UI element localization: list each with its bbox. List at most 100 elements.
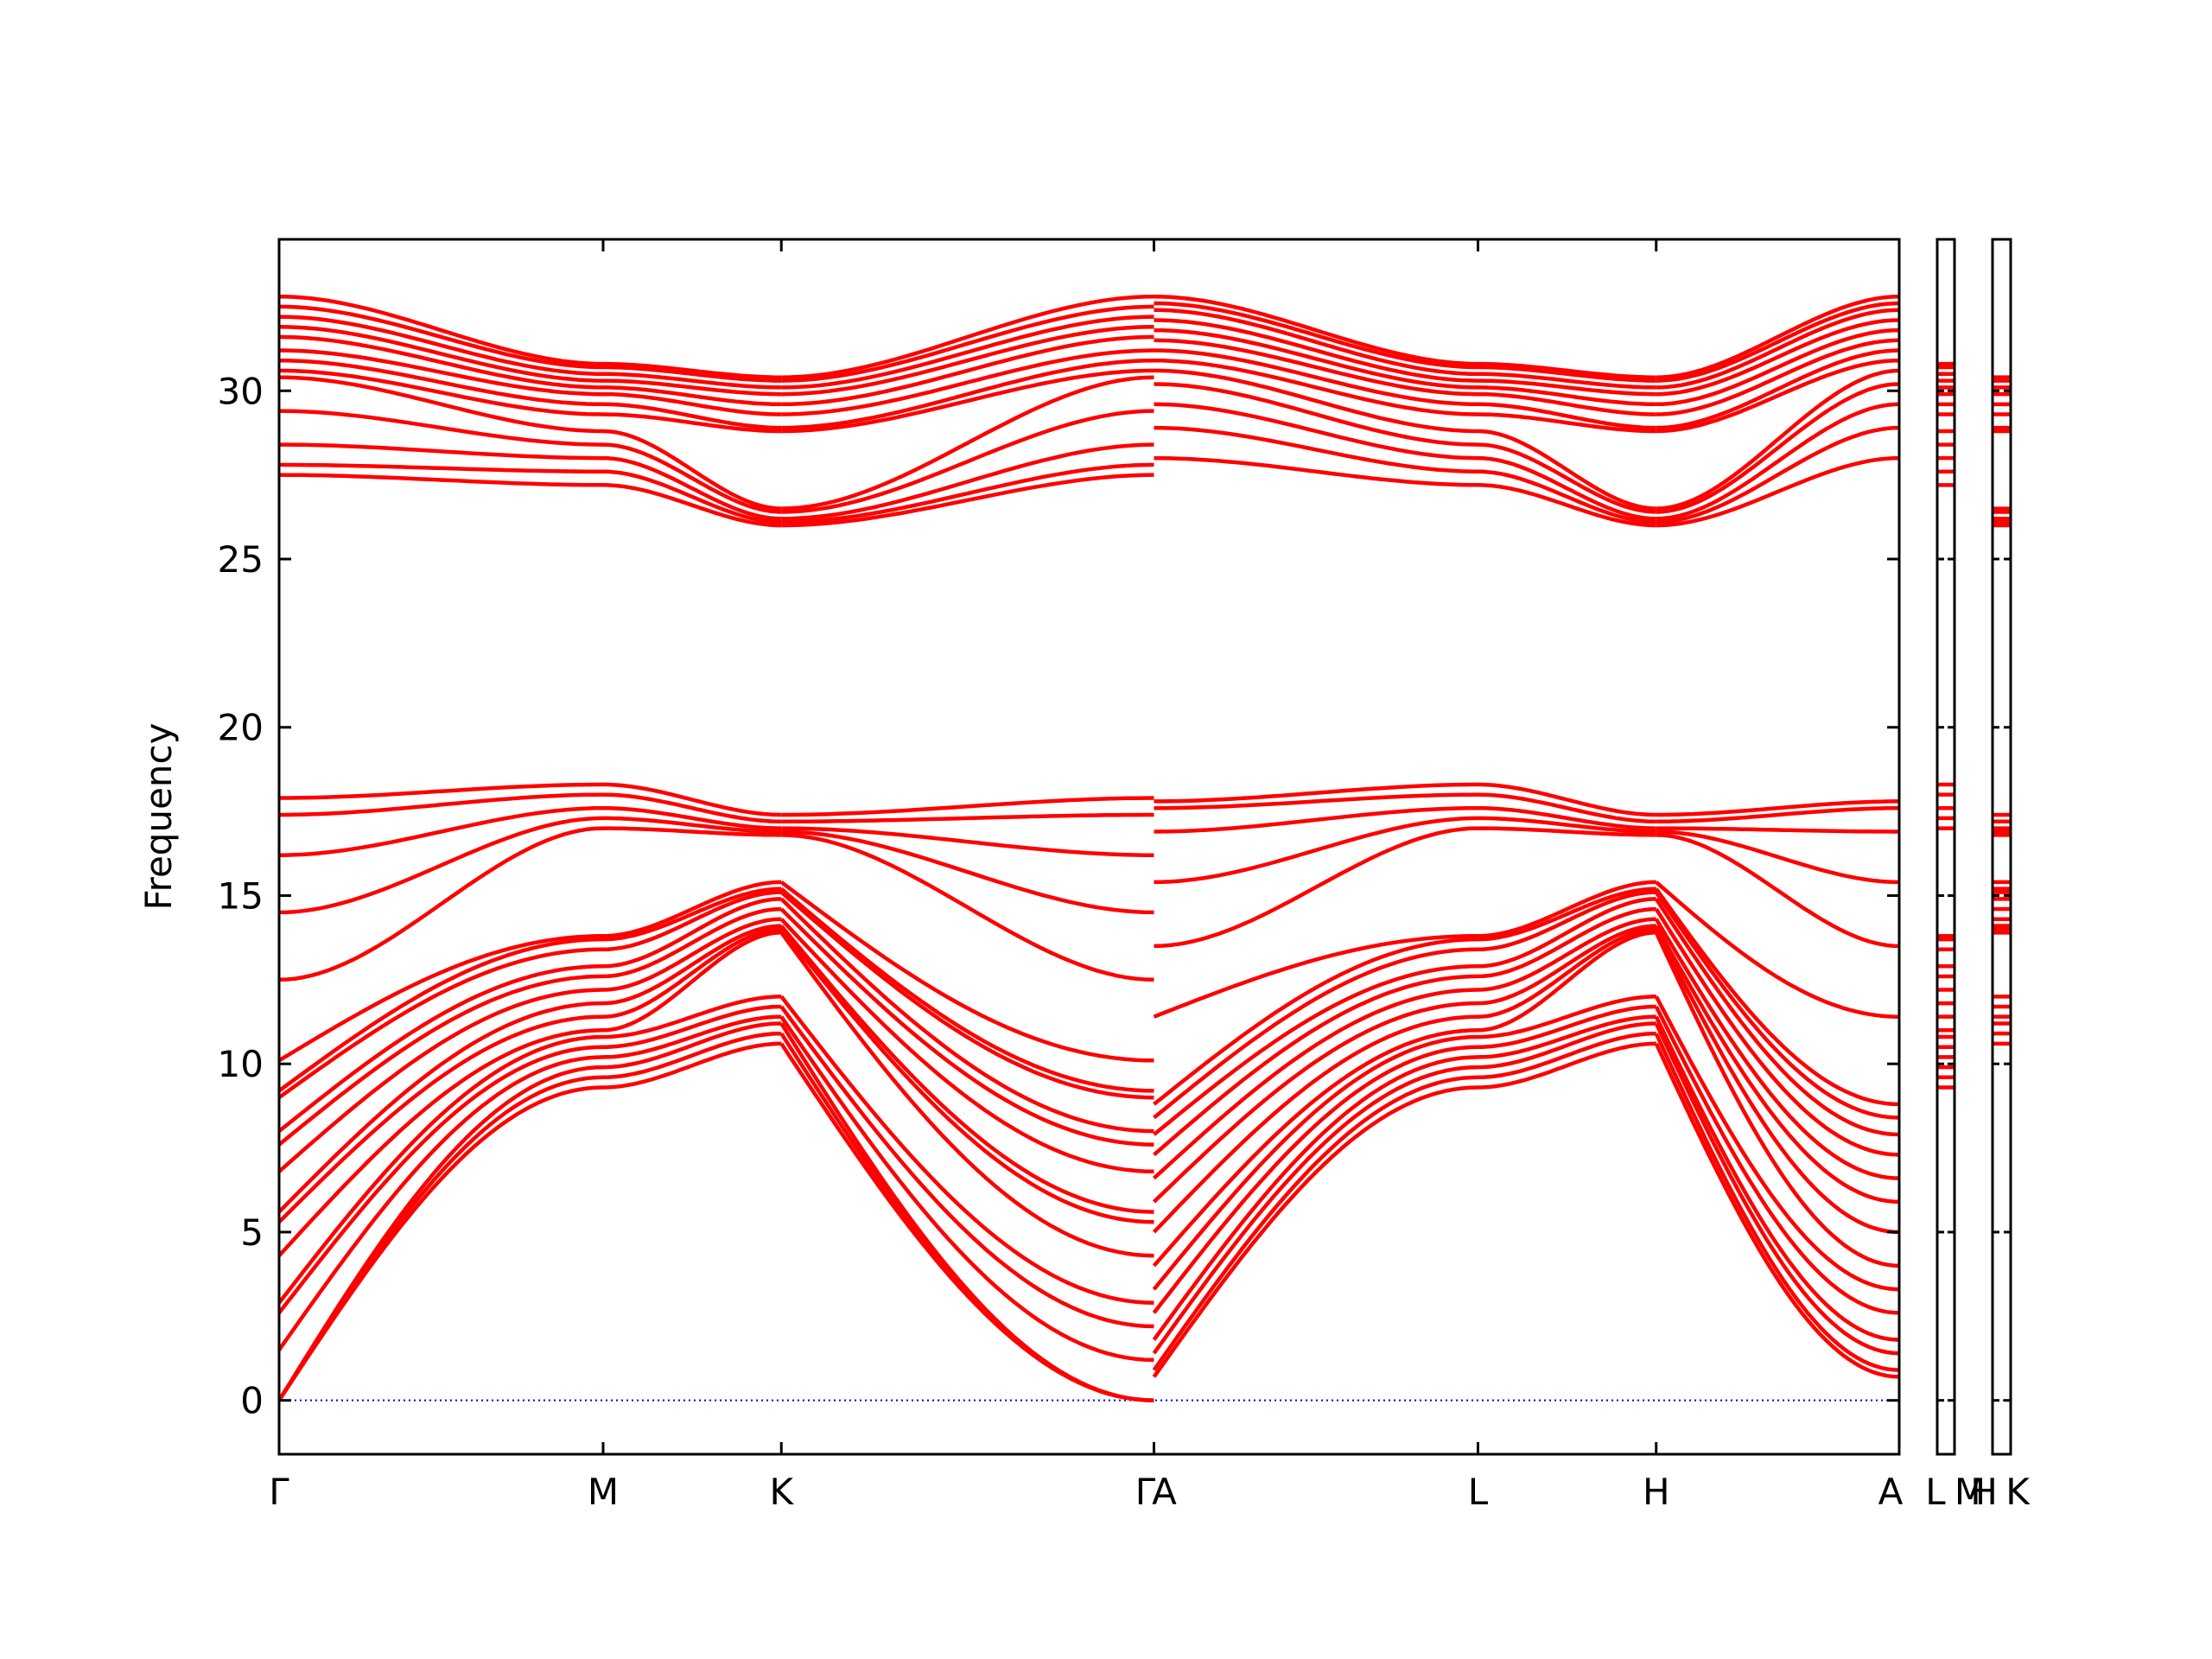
band-line-A-L-mid-optical-0 [1154,826,1478,949]
band-line-H-A-acoustic-2 [1654,1022,1899,1356]
band-line-L-H-low-optical-1 [1478,927,1656,1019]
band-line-H-A-acoustic-0 [1654,1042,1899,1379]
band-line-M-K-upper-optical-4 [602,429,782,511]
band-line-A-L-mid-optical-1 [1154,816,1478,885]
band-line-M-K-low-optical-2 [602,924,782,1006]
side-x-tick-label-1: M [1955,1471,1986,1513]
y-tick-label-20: 20 [218,707,264,749]
y-tick-label-30: 30 [218,370,264,412]
band-line-A-L-upper-optical-10 [1154,308,1478,377]
x-tick-label-6: H [1643,1471,1670,1513]
band-line-K-Γ-upper-optical-10 [781,315,1154,390]
band-line-K-Γ-upper-optical-9 [781,325,1154,397]
band-line-H-A-acoustic-1 [1654,1033,1899,1372]
band-line-H-A-mid-optical-1 [1656,830,1899,885]
band-line-M-K-low-optical-6 [602,890,782,952]
band-line-A-L-upper-optical-8 [1154,327,1478,390]
band-line-A-L-acoustic-1 [1152,1075,1478,1371]
band-line-Γ-M-upper-optical-4 [279,375,604,434]
band-line-K-Γ-low-optical-0 [779,931,1154,1258]
band-line-H-A-low-optical-2 [1654,925,1899,1205]
band-line-H-A-mid-optical-4 [1656,799,1899,817]
band-line-H-A-upper-optical-0 [1656,455,1899,528]
band-line-M-K-mid-optical-2 [602,805,782,830]
band-line-Γ-M-upper-optical-1 [279,462,603,474]
band-line-K-Γ-mid-optical-1 [781,830,1154,915]
band-line-L-H-acoustic-5 [1478,995,1656,1039]
band-line-L-H-mid-optical-0 [1478,826,1656,837]
band-line-K-Γ-acoustic-5 [779,995,1154,1305]
band-line-K-Γ-low-optical-2 [779,925,1154,1214]
band-line-Γ-M-low-optical-5 [279,964,604,1133]
band-line-H-A-low-optical-3 [1654,918,1899,1180]
band-line-H-A-mid-optical-2 [1656,826,1899,834]
band-line-Γ-M-mid-optical-4 [279,782,604,800]
band-line-L-H-upper-optical-8 [1478,385,1656,407]
band-line-M-K-mid-optical-1 [603,816,782,834]
band-line-H-A-upper-optical-11 [1656,301,1899,383]
band-line-Γ-M-acoustic-4 [279,1045,604,1314]
band-line-A-L-mid-optical-2 [1154,805,1478,834]
band-line-L-H-upper-optical-2 [1478,455,1656,521]
band-line-L-H-low-optical-4 [1478,906,1656,979]
band-line-K-Γ-upper-optical-3 [781,409,1154,514]
band-line-K-Γ-acoustic-3 [779,1015,1154,1363]
band-line-M-K-acoustic-2 [602,1021,782,1070]
band-line-H-A-low-optical-4 [1654,907,1899,1157]
band-line-L-H-upper-optical-10 [1478,372,1656,390]
x-tick-label-1: M [588,1471,619,1513]
band-line-H-A-upper-optical-8 [1656,327,1899,407]
band-line-K-Γ-low-optical-4 [779,907,1154,1147]
band-line-Γ-M-mid-optical-0 [279,826,604,982]
band-line-K-Γ-low-optical-1 [779,927,1154,1224]
band-line-K-Γ-upper-optical-12 [781,294,1154,379]
band-line-Γ-M-upper-optical-10 [279,315,604,377]
band-line-M-K-mid-optical-0 [603,826,782,837]
band-line-L-H-acoustic-3 [1478,1014,1656,1059]
band-line-L-H-upper-optical-7 [1478,391,1656,416]
band-line-L-H-acoustic-0 [1478,1041,1656,1090]
band-line-L-H-upper-optical-0 [1478,483,1656,528]
band-line-K-Γ-acoustic-2 [779,1022,1154,1402]
band-line-H-A-upper-optical-5 [1656,358,1899,434]
band-line-Γ-M-upper-optical-7 [279,348,604,397]
band-line-A-L-upper-optical-4 [1154,368,1478,434]
band-line-H-A-upper-optical-12 [1656,294,1899,379]
band-line-A-L-upper-optical-11 [1154,301,1478,370]
side-panel-frame-0 [1936,238,1956,1456]
band-line-M-K-upper-optical-0 [602,483,782,528]
band-line-L-H-upper-optical-5 [1478,412,1656,434]
band-line-L-H-low-optical-3 [1478,917,1656,992]
band-line-A-L-upper-optical-2 [1154,402,1478,461]
band-line-L-H-low-optical-0 [1478,931,1656,1033]
band-line-Γ-M-low-optical-4 [279,974,604,1147]
band-line-K-Γ-low-optical-8 [779,880,1154,1063]
band-line-M-K-upper-optical-8 [603,385,782,407]
y-tick-label-10: 10 [218,1043,264,1085]
band-line-L-H-upper-optical-11 [1478,365,1656,383]
x-tick-label-3: Γ [1135,1471,1156,1513]
band-line-Γ-M-low-optical-3 [279,988,604,1173]
band-line-A-L-low-optical-8 [1153,933,1478,1019]
band-line-A-L-mid-optical-4 [1154,782,1478,804]
side-panel-frame-1 [1991,238,2012,1456]
band-line-Γ-M-upper-optical-9 [279,325,604,383]
band-line-M-K-low-optical-5 [602,897,782,969]
band-line-A-L-low-optical-1 [1152,1014,1478,1234]
band-line-A-L-acoustic-0 [1152,1085,1478,1378]
band-line-L-H-acoustic-4 [1478,1004,1656,1049]
band-line-K-Γ-upper-optical-7 [781,348,1154,416]
band-line-M-K-low-optical-7 [602,887,782,942]
band-line-Γ-M-upper-optical-12 [279,294,604,366]
y-tick-label-25: 25 [218,538,264,581]
band-line-H-A-low-optical-5 [1654,898,1899,1137]
side-x-tick-label-2: H [1970,1471,1998,1513]
band-line-Γ-M-upper-optical-11 [279,304,604,370]
band-line-A-L-upper-optical-9 [1154,318,1478,383]
band-line-K-Γ-upper-optical-0 [781,473,1154,528]
band-line-K-Γ-upper-optical-1 [781,462,1154,524]
band-line-M-K-low-optical-0 [602,931,782,1033]
